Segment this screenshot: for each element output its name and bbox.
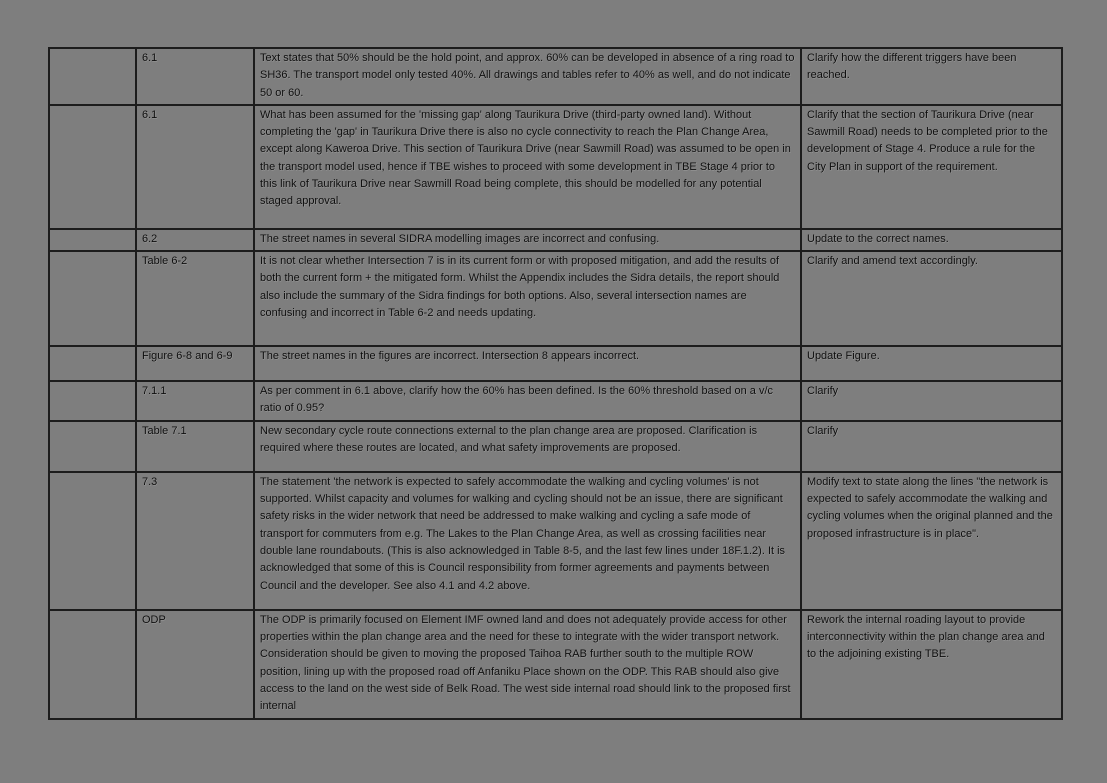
reference-cell: Figure 6-8 and 6-9 <box>135 345 255 383</box>
reference-cell: 6.1 <box>135 103 255 230</box>
action-cell: Update Figure. <box>800 345 1063 383</box>
table-row: ODP The ODP is primarily focused on Elem… <box>48 608 1063 720</box>
reference-cell: 7.1.1 <box>135 380 255 422</box>
table-row: 7.3 The statement 'the network is expect… <box>48 470 1063 611</box>
item-cell <box>48 345 137 383</box>
table-row: 6.2 The street names in several SIDRA mo… <box>48 227 1063 253</box>
comment-cell: The street names in the figures are inco… <box>253 345 802 383</box>
comment-cell: As per comment in 6.1 above, clarify how… <box>253 380 802 422</box>
review-comments-table: 6.1 Text states that 50% should be the h… <box>48 47 1063 720</box>
reference-cell: 6.2 <box>135 227 255 253</box>
comment-cell: The ODP is primarily focused on Element … <box>253 608 802 720</box>
item-cell <box>48 227 137 253</box>
table-row: 7.1.1 As per comment in 6.1 above, clari… <box>48 380 1063 422</box>
reference-cell: 7.3 <box>135 470 255 611</box>
action-cell: Update to the correct names. <box>800 227 1063 253</box>
reference-cell: 6.1 <box>135 47 255 106</box>
reference-cell: Table 6-2 <box>135 250 255 348</box>
action-cell: Clarify how the different triggers have … <box>800 47 1063 106</box>
table-row: Table 6-2 It is not clear whether Inters… <box>48 250 1063 348</box>
action-cell: Clarify that the section of Taurikura Dr… <box>800 103 1063 230</box>
item-cell <box>48 250 137 348</box>
action-cell: Clarify <box>800 419 1063 473</box>
table-row: 6.1 What has been assumed for the 'missi… <box>48 103 1063 230</box>
reference-cell: Table 7.1 <box>135 419 255 473</box>
comment-cell: New secondary cycle route connections ex… <box>253 419 802 473</box>
item-cell <box>48 103 137 230</box>
comment-cell: The statement 'the network is expected t… <box>253 470 802 611</box>
reference-cell: ODP <box>135 608 255 720</box>
item-cell <box>48 470 137 611</box>
item-cell <box>48 380 137 422</box>
action-cell: Rework the internal roading layout to pr… <box>800 608 1063 720</box>
action-cell: Clarify and amend text accordingly. <box>800 250 1063 348</box>
comment-cell: What has been assumed for the 'missing g… <box>253 103 802 230</box>
comment-cell: It is not clear whether Intersection 7 i… <box>253 250 802 348</box>
comment-text: The ODP is primarily focused on Element … <box>260 613 791 713</box>
comment-cell: The street names in several SIDRA modell… <box>253 227 802 253</box>
comment-cell: Text states that 50% should be the hold … <box>253 47 802 106</box>
item-cell <box>48 608 137 720</box>
item-cell <box>48 419 137 473</box>
action-cell: Clarify <box>800 380 1063 422</box>
action-cell: Modify text to state along the lines "th… <box>800 470 1063 611</box>
table-row: 6.1 Text states that 50% should be the h… <box>48 47 1063 106</box>
table-row: Table 7.1 New secondary cycle route conn… <box>48 419 1063 473</box>
table-row: Figure 6-8 and 6-9 The street names in t… <box>48 345 1063 383</box>
item-cell <box>48 47 137 106</box>
